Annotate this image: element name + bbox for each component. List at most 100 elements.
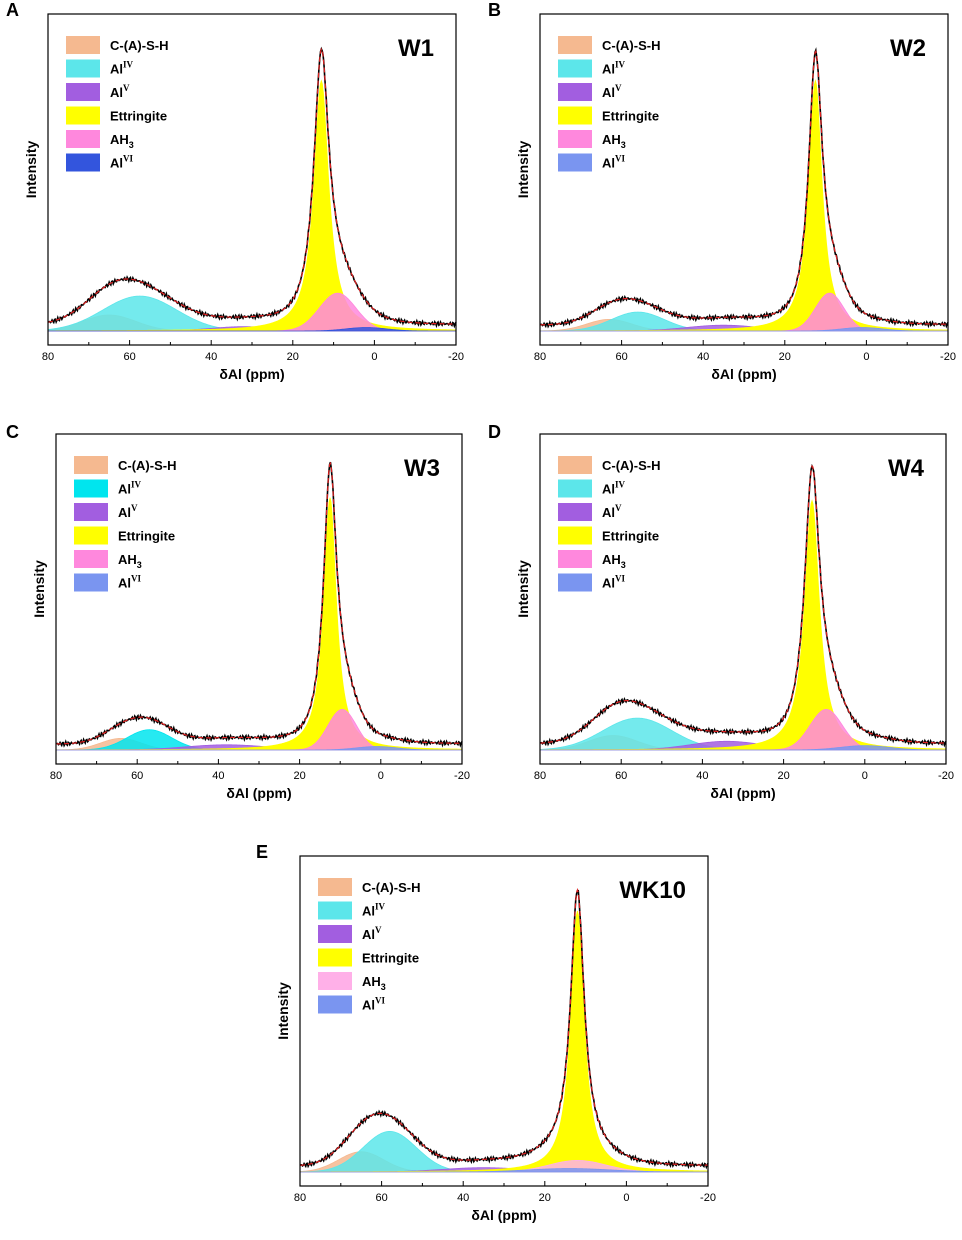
legend-swatch	[558, 526, 592, 545]
experimental-spectrum	[299, 889, 709, 1170]
plot-frame	[539, 433, 947, 765]
x-axis-title: δAl (ppm)	[219, 366, 284, 382]
legend-label: AlV	[118, 503, 138, 520]
legend-label: C-(A)-S-H	[110, 38, 168, 53]
x-tick-label: 40	[457, 1192, 469, 1204]
sample-title: W2	[890, 35, 926, 62]
x-tick-label: 60	[615, 770, 627, 782]
x-tick-label: 0	[862, 770, 868, 782]
x-tick-label: 80	[42, 351, 54, 363]
legend-swatch	[74, 550, 108, 568]
x-tick-label: 0	[863, 351, 869, 363]
legend-swatch	[74, 503, 108, 521]
legend-label: Ettringite	[110, 109, 167, 124]
legend-swatch	[558, 130, 592, 148]
component-fill-5	[300, 1168, 709, 1173]
x-tick-label: -20	[700, 1192, 716, 1204]
y-axis-title: Intensity	[275, 982, 291, 1040]
sample-title: WK10	[619, 877, 686, 904]
legend-label: AlVI	[110, 154, 133, 171]
legend-swatch	[66, 106, 100, 125]
x-axis-title: δAl (ppm)	[711, 366, 776, 382]
component-fill-3	[47, 79, 457, 332]
component-fill-5	[56, 746, 462, 751]
legend-label: AH3	[362, 974, 386, 992]
x-tick-label: 40	[205, 351, 217, 363]
legend-label: AlV	[602, 83, 622, 100]
x-tick-label: -20	[940, 351, 956, 363]
legend-label: AlV	[362, 925, 382, 942]
legend-label: C-(A)-S-H	[118, 458, 176, 473]
legend-label: AH3	[602, 552, 626, 570]
x-axis-title: δAl (ppm)	[471, 1207, 536, 1223]
legend-swatch	[74, 573, 108, 592]
legend-swatch	[558, 153, 592, 172]
legend-swatch	[318, 925, 352, 943]
legend-swatch	[558, 83, 592, 101]
legend-label: AlV	[602, 503, 622, 520]
legend-swatch	[318, 878, 352, 896]
component-fill-1	[47, 295, 456, 332]
legend-label: Ettringite	[362, 951, 419, 966]
x-tick-label: 0	[623, 1192, 629, 1204]
legend-label: AH3	[602, 132, 626, 150]
legend-swatch	[558, 573, 592, 592]
x-tick-label: 60	[131, 770, 143, 782]
panel-d: D 80 60 40 20 0 -20 δAl (ppm) Intensity W4 C-(A)-S…	[488, 422, 954, 801]
legend-swatch	[66, 36, 100, 54]
sample-title: W4	[888, 455, 925, 482]
x-tick-label: -20	[938, 770, 954, 782]
legend-swatch	[66, 83, 100, 101]
fitted-spectrum	[539, 49, 949, 326]
x-tick-label: 20	[779, 351, 791, 363]
legend-swatch	[558, 36, 592, 54]
x-tick-label: 80	[294, 1192, 306, 1204]
y-axis-title: Intensity	[515, 560, 531, 618]
x-tick-label: 0	[378, 770, 384, 782]
legend-swatch	[318, 901, 352, 920]
x-tick-label: 80	[534, 351, 546, 363]
legend-label: AlVI	[362, 996, 385, 1013]
experimental-spectrum	[539, 463, 947, 748]
fitted-spectrum	[47, 47, 457, 325]
component-fill-5	[540, 745, 947, 751]
legend-label: C-(A)-S-H	[602, 458, 660, 473]
legend-label: C-(A)-S-H	[602, 38, 660, 53]
component-fill-5	[540, 327, 948, 332]
legend-swatch	[66, 130, 100, 148]
component-fill-5	[48, 327, 456, 332]
legend-label: AlIV	[110, 60, 134, 77]
component-fill-1	[299, 1130, 708, 1173]
legend-swatch	[558, 550, 592, 568]
legend-swatch	[74, 479, 108, 498]
legend-swatch	[66, 59, 100, 78]
panel-letter: D	[488, 422, 501, 442]
x-tick-label: -20	[448, 351, 464, 363]
legend-label: AlVI	[602, 154, 625, 171]
x-tick-label: 20	[287, 351, 299, 363]
legend-swatch	[318, 995, 352, 1014]
sample-title: W3	[404, 455, 440, 482]
panel-a: A 80 60 40 20 0 -20 δAl (ppm) Intensity W1 C-(A)-S…	[6, 0, 464, 382]
x-tick-label: 60	[123, 351, 135, 363]
x-tick-label: 40	[212, 770, 224, 782]
panel-letter: B	[488, 0, 501, 20]
x-tick-label: 40	[697, 351, 709, 363]
legend-swatch	[558, 106, 592, 125]
x-tick-label: 20	[293, 770, 305, 782]
legend-label: AlVI	[602, 574, 625, 591]
component-fill-3	[539, 499, 947, 751]
panel-letter: E	[256, 842, 268, 862]
y-axis-title: Intensity	[31, 560, 47, 618]
x-tick-label: 80	[534, 770, 546, 782]
experimental-spectrum	[55, 461, 463, 748]
legend-label: AH3	[118, 552, 142, 570]
x-tick-label: 20	[777, 770, 789, 782]
y-axis-title: Intensity	[515, 141, 531, 199]
component-fill-3	[55, 497, 463, 751]
fitted-spectrum	[55, 461, 463, 745]
legend-swatch	[558, 456, 592, 474]
legend-swatch	[74, 456, 108, 474]
x-tick-label: 0	[371, 351, 377, 363]
